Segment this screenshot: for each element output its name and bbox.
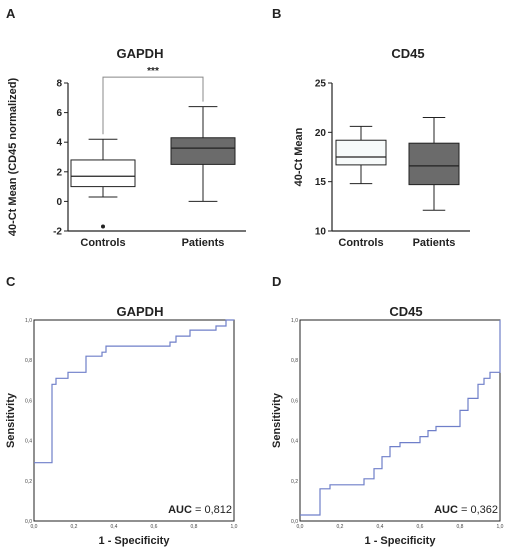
- x-tick-label-D: 0,4: [377, 524, 384, 530]
- x-tick-label-C: 0,4: [111, 524, 118, 530]
- category-label-patients: Patients: [182, 237, 225, 249]
- outlier-point: [101, 224, 105, 229]
- x-tick-label-C: 0,2: [71, 524, 78, 530]
- significance-stars: ***: [147, 66, 159, 77]
- x-axis-label-D: 1 - Specificity: [365, 535, 437, 547]
- box-controls: [335, 139, 387, 166]
- x-tick-label-C: 0,0: [31, 524, 38, 530]
- y-tick-label-C: 0,4: [25, 439, 32, 445]
- x-tick-label-D: 0,0: [297, 524, 304, 530]
- category-label-controls: Controls: [338, 237, 383, 249]
- y-tick-label-A: 4: [56, 138, 62, 149]
- category-label-patients: Patients: [413, 237, 456, 249]
- y-tick-label-C: 0,6: [25, 398, 32, 404]
- y-axis-label-C: Sensitivity: [5, 392, 17, 448]
- auc-label: AUC: [434, 504, 461, 516]
- panel-letter-D: D: [272, 274, 281, 289]
- significance-bracket: [102, 76, 204, 135]
- y-tick-label-C: 0,2: [25, 479, 32, 485]
- y-tick-label-B: 10: [315, 227, 327, 238]
- y-tick-label-C: 0,0: [25, 519, 32, 525]
- auc-annotation-D: AUC = 0,362: [434, 504, 498, 516]
- x-tick-label-C: 0,6: [151, 524, 158, 530]
- y-tick-label-D: 0,8: [291, 358, 298, 364]
- y-tick-label-C: 1,0: [25, 318, 32, 324]
- panel-letter-C: C: [6, 274, 16, 289]
- y-tick-label-D: 0,6: [291, 398, 298, 404]
- roc-curve-D: [300, 320, 501, 516]
- y-tick-label-A: 8: [56, 79, 62, 90]
- category-label-controls: Controls: [80, 237, 125, 249]
- plot-frame-C: [33, 319, 235, 522]
- y-tick-label-A: 6: [56, 108, 62, 119]
- y-tick-label-D: 1,0: [291, 318, 298, 324]
- roc-curve-C: [34, 319, 234, 464]
- box-patients: [170, 137, 236, 165]
- box-controls: [70, 159, 136, 188]
- chart-title-B: CD45: [391, 46, 424, 61]
- y-tick-label-D: 0,4: [291, 439, 298, 445]
- box-patients: [408, 142, 460, 186]
- y-axis-label-B: 40-Ct Mean: [293, 127, 305, 186]
- y-axis-label-D: Sensitivity: [271, 392, 283, 448]
- y-tick-label-C: 0,8: [25, 358, 32, 364]
- x-tick-label-D: 0,2: [337, 524, 344, 530]
- x-tick-label-C: 1,0: [231, 524, 238, 530]
- y-tick-label-B: 25: [315, 79, 327, 90]
- x-tick-label-D: 1,0: [497, 524, 504, 530]
- y-axis-label-A: 40-Ct Mean (CD45 normalized): [7, 78, 19, 237]
- y-tick-label-D: 0,2: [291, 479, 298, 485]
- chart-title-C: GAPDH: [117, 304, 164, 319]
- y-tick-label-A: 2: [56, 167, 62, 178]
- x-tick-label-D: 0,6: [417, 524, 424, 530]
- auc-label: AUC: [168, 504, 195, 516]
- y-tick-label-D: 0,0: [291, 519, 298, 525]
- y-tick-label-B: 20: [315, 128, 327, 139]
- y-tick-label-A: 0: [56, 197, 62, 208]
- auc-annotation-C: AUC = 0,812: [168, 504, 232, 516]
- x-tick-label-C: 0,8: [191, 524, 198, 530]
- panel-letter-A: A: [6, 6, 16, 21]
- y-tick-label-B: 15: [315, 177, 327, 188]
- plot-frame-D: [299, 319, 501, 522]
- y-tick-label-A: -2: [53, 227, 62, 238]
- chart-title-D: CD45: [389, 304, 422, 319]
- auc-value: = 0,362: [461, 504, 498, 516]
- x-tick-label-D: 0,8: [457, 524, 464, 530]
- auc-value: = 0,812: [195, 504, 232, 516]
- chart-title-A: GAPDH: [117, 46, 164, 61]
- x-axis-label-C: 1 - Specificity: [99, 535, 171, 547]
- panel-letter-B: B: [272, 6, 281, 21]
